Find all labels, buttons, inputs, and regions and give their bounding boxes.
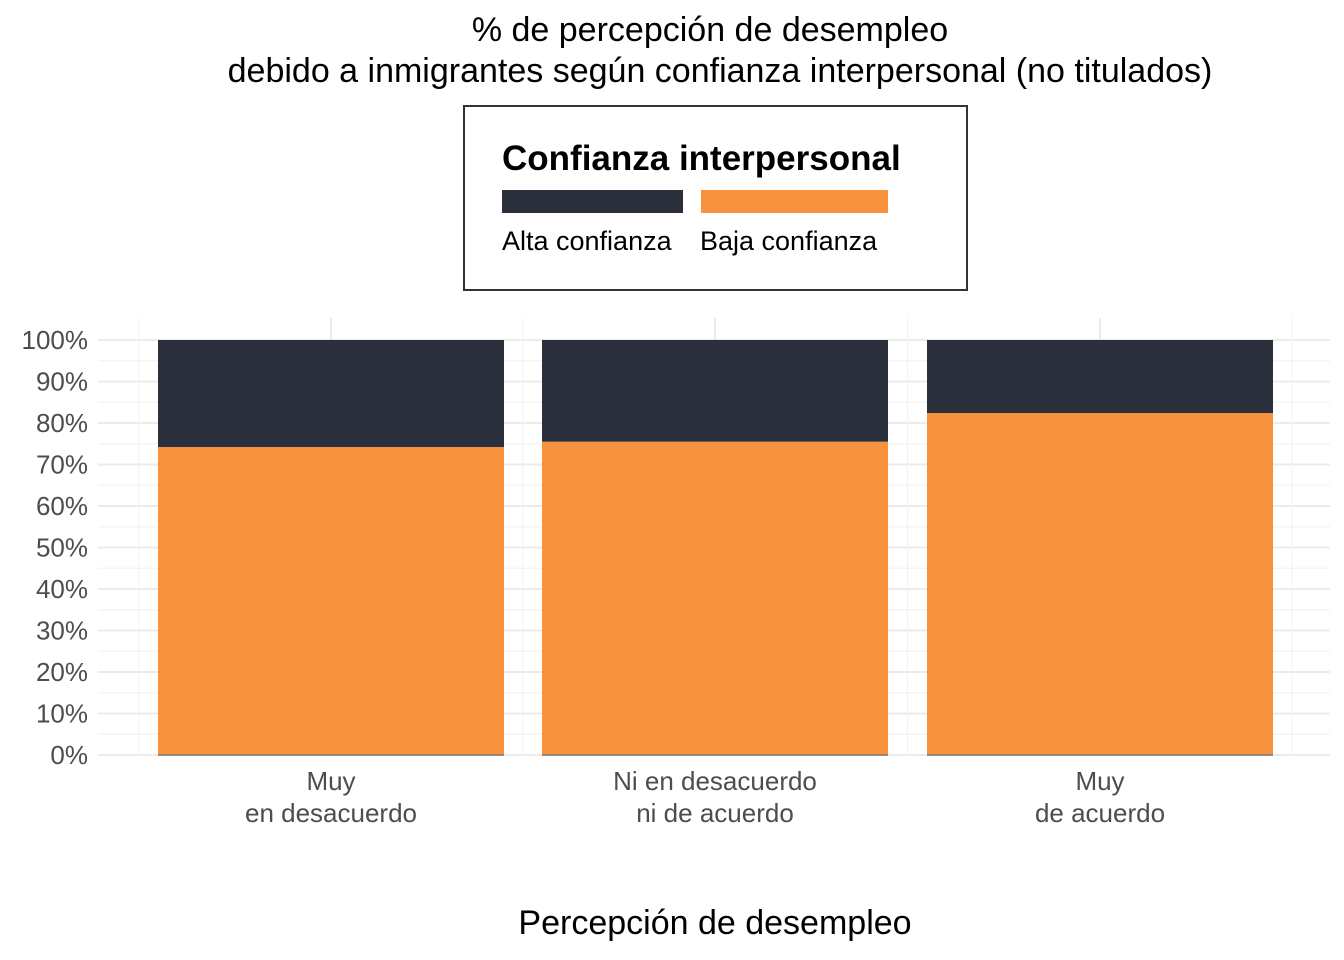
x-tick-label: de acuerdo [1035, 798, 1165, 828]
x-tick-label: Ni en desacuerdo [613, 766, 817, 796]
y-tick-label: 10% [36, 699, 88, 729]
bar-alta-0 [158, 340, 504, 448]
bar-alta-1 [542, 340, 888, 442]
legend-swatch-alta [502, 190, 683, 213]
legend-label-baja: Baja confianza [700, 226, 878, 256]
title-line-1: % de percepción de desempleo [472, 11, 948, 49]
y-tick-label: 60% [36, 491, 88, 521]
y-tick-label: 80% [36, 408, 88, 438]
bar-alta-2 [927, 340, 1273, 414]
legend-title: Confianza interpersonal [502, 139, 901, 178]
bar-baja-0 [158, 447, 504, 755]
y-tick-label: 20% [36, 657, 88, 687]
y-tick-label: 90% [36, 367, 88, 397]
x-tick-label: Muy [306, 766, 355, 796]
y-axis-ticks: 0% 10% 20% 30% 40% 50% 60% 70% 80% 90% 100% [22, 325, 89, 770]
x-axis-title: Percepción de desempleo [518, 904, 911, 942]
bar-baja-1 [542, 441, 888, 755]
legend: Confianza interpersonal Alta confianza B… [463, 105, 968, 291]
y-tick-label: 50% [36, 533, 88, 563]
legend-label-alta: Alta confianza [502, 226, 673, 256]
y-tick-label: 100% [22, 325, 89, 355]
y-tick-label: 40% [36, 574, 88, 604]
y-tick-label: 0% [50, 740, 88, 770]
y-tick-label: 70% [36, 450, 88, 480]
y-tick-label: 30% [36, 616, 88, 646]
chart-title: % de percepción de desempleo debido a in… [228, 11, 1213, 90]
bars [158, 340, 1273, 756]
legend-swatch-baja [701, 190, 888, 213]
x-tick-label: en desacuerdo [245, 798, 417, 828]
x-tick-label: ni de acuerdo [636, 798, 794, 828]
x-tick-label: Muy [1075, 766, 1124, 796]
title-line-2: debido a inmigrantes según confianza int… [228, 52, 1213, 90]
bar-baja-2 [927, 413, 1273, 755]
